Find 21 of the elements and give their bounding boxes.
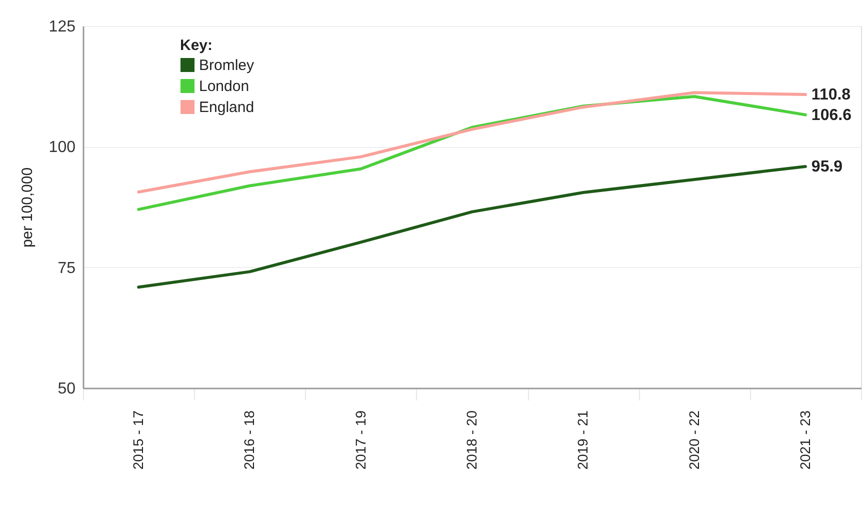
y-tick-label: 125 (48, 18, 76, 36)
x-tick-label: 2015 - 17 (130, 410, 146, 470)
x-tick-label: 2016 - 18 (241, 410, 258, 470)
y-tick-label: 100 (48, 139, 76, 156)
legend-title: Key: (180, 37, 213, 54)
x-tick-label: 2019 - 21 (574, 410, 591, 470)
data-label: 110.8 (811, 86, 851, 104)
data-label: 106.6 (811, 106, 852, 124)
data-label: 95.9 (811, 158, 843, 176)
y-axis-title: per 100,000 (18, 167, 36, 248)
x-tick-label: 2020 - 22 (686, 410, 702, 470)
legend-label: Bromley (199, 57, 255, 74)
legend-label: England (199, 99, 254, 116)
line-series (137, 91, 807, 194)
x-tick-label: 2017 - 19 (352, 410, 368, 470)
legend-label: London (199, 78, 250, 95)
x-tick-label: 2021 - 23 (796, 410, 813, 470)
y-tick-label: 50 (58, 380, 76, 398)
y-tick-label: 75 (58, 260, 76, 277)
line-series (137, 164, 807, 289)
x-tick-label: 2018 - 20 (464, 410, 480, 470)
